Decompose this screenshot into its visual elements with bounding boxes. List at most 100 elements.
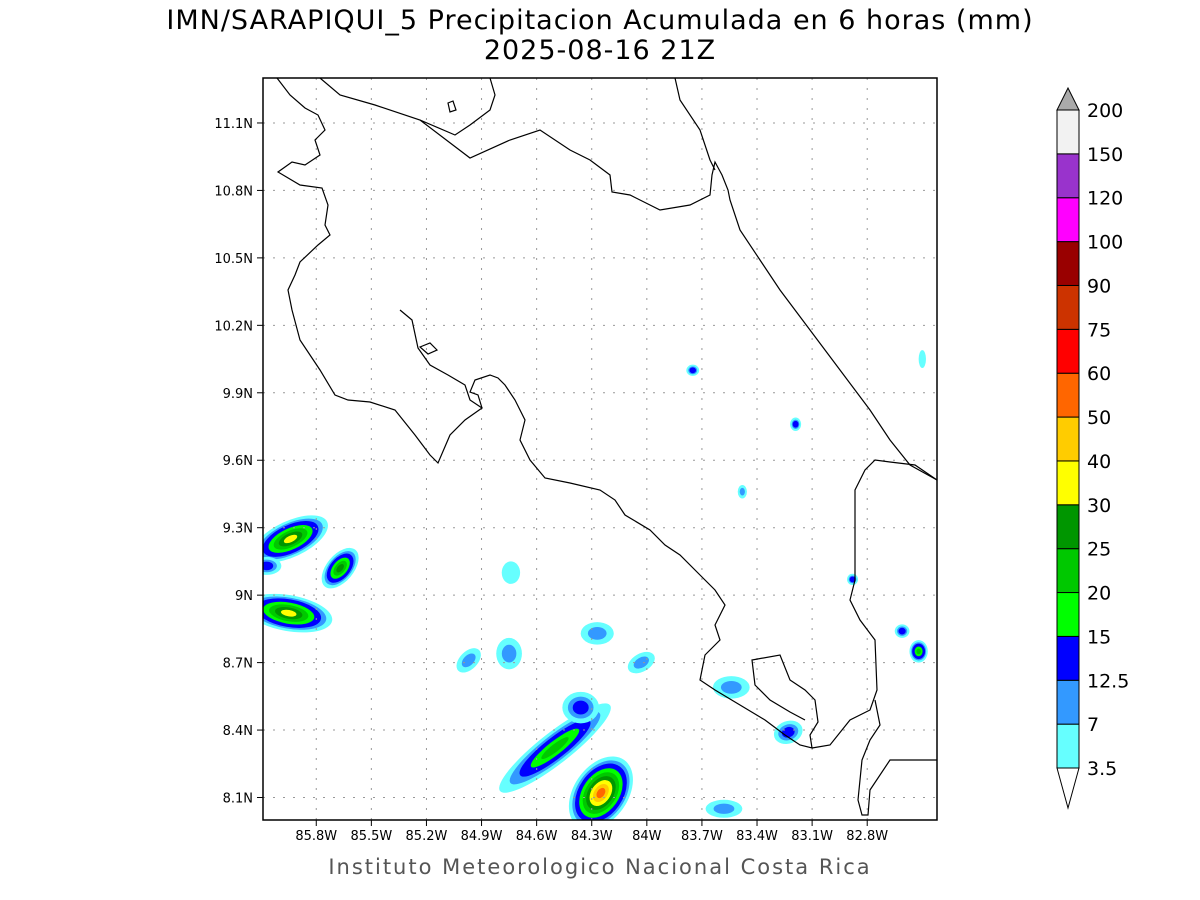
colorbar-swatch: [1056, 723, 1080, 769]
coastline: [276, 78, 937, 816]
caribbean-coastline: [319, 78, 937, 481]
nicaragua-coast: [674, 78, 716, 171]
lon-tick-label: 83.1W: [791, 829, 833, 844]
precip-cell: [909, 640, 928, 663]
colorbar-swatch: [1056, 592, 1080, 637]
burica-coast: [857, 699, 937, 816]
precip-contour-level-12.5: [572, 700, 589, 715]
precip-contour-level-50: [596, 787, 606, 799]
gulf-nicoya-coast: [469, 374, 819, 749]
colorbar-label: 30: [1087, 495, 1111, 517]
precip-contour-level-12.5: [263, 561, 274, 571]
precip-cell: [686, 364, 700, 376]
colorbar-swatch: [1056, 548, 1080, 594]
precip-cell: [712, 676, 750, 699]
colorbar-swatch: [1056, 197, 1080, 243]
lon-tick-label: 85.2W: [406, 829, 448, 844]
precip-cell: [263, 593, 333, 633]
island-2: [418, 342, 439, 355]
lon-tick-label: 85.8W: [295, 829, 337, 844]
colorbar-swatch: [1056, 460, 1080, 506]
pacific-coastline: [276, 78, 484, 465]
lat-tick-label: 9.9N: [223, 387, 253, 402]
precip-cell: [894, 624, 910, 638]
precip-contour-level-7: [461, 653, 476, 668]
precip-contour-level-7: [501, 644, 517, 663]
colorbar-label: 3.5: [1087, 758, 1117, 780]
precip-cell: [568, 756, 633, 820]
colorbar-label: 50: [1087, 407, 1111, 429]
precip-cell: [456, 648, 481, 673]
lon-tick-label: 85.5W: [350, 829, 392, 844]
map-subtitle: 2025-08-16 21Z: [483, 35, 717, 66]
lat-tick-label: 10.2N: [214, 319, 253, 334]
lon-tick-label: 84.6W: [516, 829, 558, 844]
precip-cell: [499, 703, 611, 793]
colorbar-label: 15: [1087, 626, 1111, 648]
precip-cell: [501, 561, 521, 584]
colorbar-swatch: [1056, 109, 1080, 155]
colorbar-swatch: [1056, 416, 1080, 462]
colorbar-swatch: [1056, 635, 1080, 681]
precipitation-field: [263, 350, 928, 820]
lat-tick-label: 11.1N: [214, 117, 253, 132]
precip-cell: [321, 547, 359, 589]
colorbar-label: 75: [1087, 319, 1111, 341]
colorbar-swatch: [1056, 241, 1080, 286]
precip-cell: [737, 484, 747, 499]
precip-cell: [496, 637, 522, 670]
lon-tick-label: 84.9W: [461, 829, 503, 844]
colorbar-label: 90: [1087, 275, 1111, 297]
colorbar-label: 40: [1087, 451, 1111, 473]
lon-tick-label: 83.7W: [681, 829, 723, 844]
colorbar-swatch: [1056, 372, 1080, 418]
precip-contour-level-20: [541, 737, 569, 760]
precip-contour-level-7: [633, 656, 649, 669]
precip-cell: [847, 573, 859, 586]
precip-contour-level-20: [916, 648, 921, 655]
precip-contour-level-12.5: [849, 576, 856, 583]
colorbar-swatch: [1056, 679, 1080, 725]
colorbar-label: 7: [1087, 714, 1099, 736]
colorbar: 3.5 7 12.5 15 20 25 30 40 50 60 75 90 100 120 150 200: [1056, 86, 1129, 810]
precip-cell: [627, 651, 655, 674]
panama-coast: [811, 459, 937, 749]
precip-contour-level-3.5: [918, 350, 926, 369]
lon-tick-label: 82.8W: [846, 829, 888, 844]
precip-contour-level-7: [713, 803, 735, 814]
lat-tick-label: 8.1N: [223, 792, 253, 807]
colorbar-swatch: [1056, 153, 1080, 199]
credit-footer: Instituto Meteorologico Nacional Costa R…: [328, 855, 872, 879]
lake-shore: [419, 78, 496, 136]
precip-cell: [263, 556, 282, 575]
lat-tick-label: 10.8N: [214, 184, 253, 199]
colorbar-swatch: [1056, 284, 1080, 330]
map-title: IMN/SARAPIQUI_5 Precipitacion Acumulada …: [166, 5, 1034, 36]
precip-cell: [263, 515, 328, 563]
precip-contour-level-12.5: [689, 367, 697, 374]
precip-contour-level-7: [587, 627, 607, 640]
precip-contour-level-25: [336, 563, 344, 573]
graticule: [263, 78, 937, 820]
lat-tick-label: 9.3N: [223, 522, 253, 537]
precip-cell: [773, 720, 803, 745]
precip-cell: [918, 350, 926, 369]
precip-contour-level-12.5: [792, 420, 799, 428]
colorbar-label: 60: [1087, 363, 1111, 385]
map-frame: [262, 77, 938, 821]
precip-contour-level-30: [283, 534, 298, 544]
lon-tick-label: 83.4W: [736, 829, 778, 844]
precip-cell: [580, 622, 614, 645]
longitude-axis: 85.8W 85.5W 85.2W 84.9W 84.6W 84.3W 84W 83.7W 83…: [295, 820, 888, 844]
colorbar-label: 120: [1087, 188, 1123, 210]
precip-contour-level-7: [720, 680, 742, 694]
lat-tick-label: 8.4N: [223, 724, 253, 739]
precip-cell: [562, 691, 600, 724]
colorbar-swatch: [1056, 504, 1080, 550]
lat-tick-label: 9.6N: [223, 454, 253, 469]
lon-tick-label: 84W: [632, 829, 662, 844]
colorbar-label: 25: [1087, 539, 1111, 561]
precip-cell: [705, 799, 743, 818]
colorbar-label: 150: [1087, 144, 1123, 166]
